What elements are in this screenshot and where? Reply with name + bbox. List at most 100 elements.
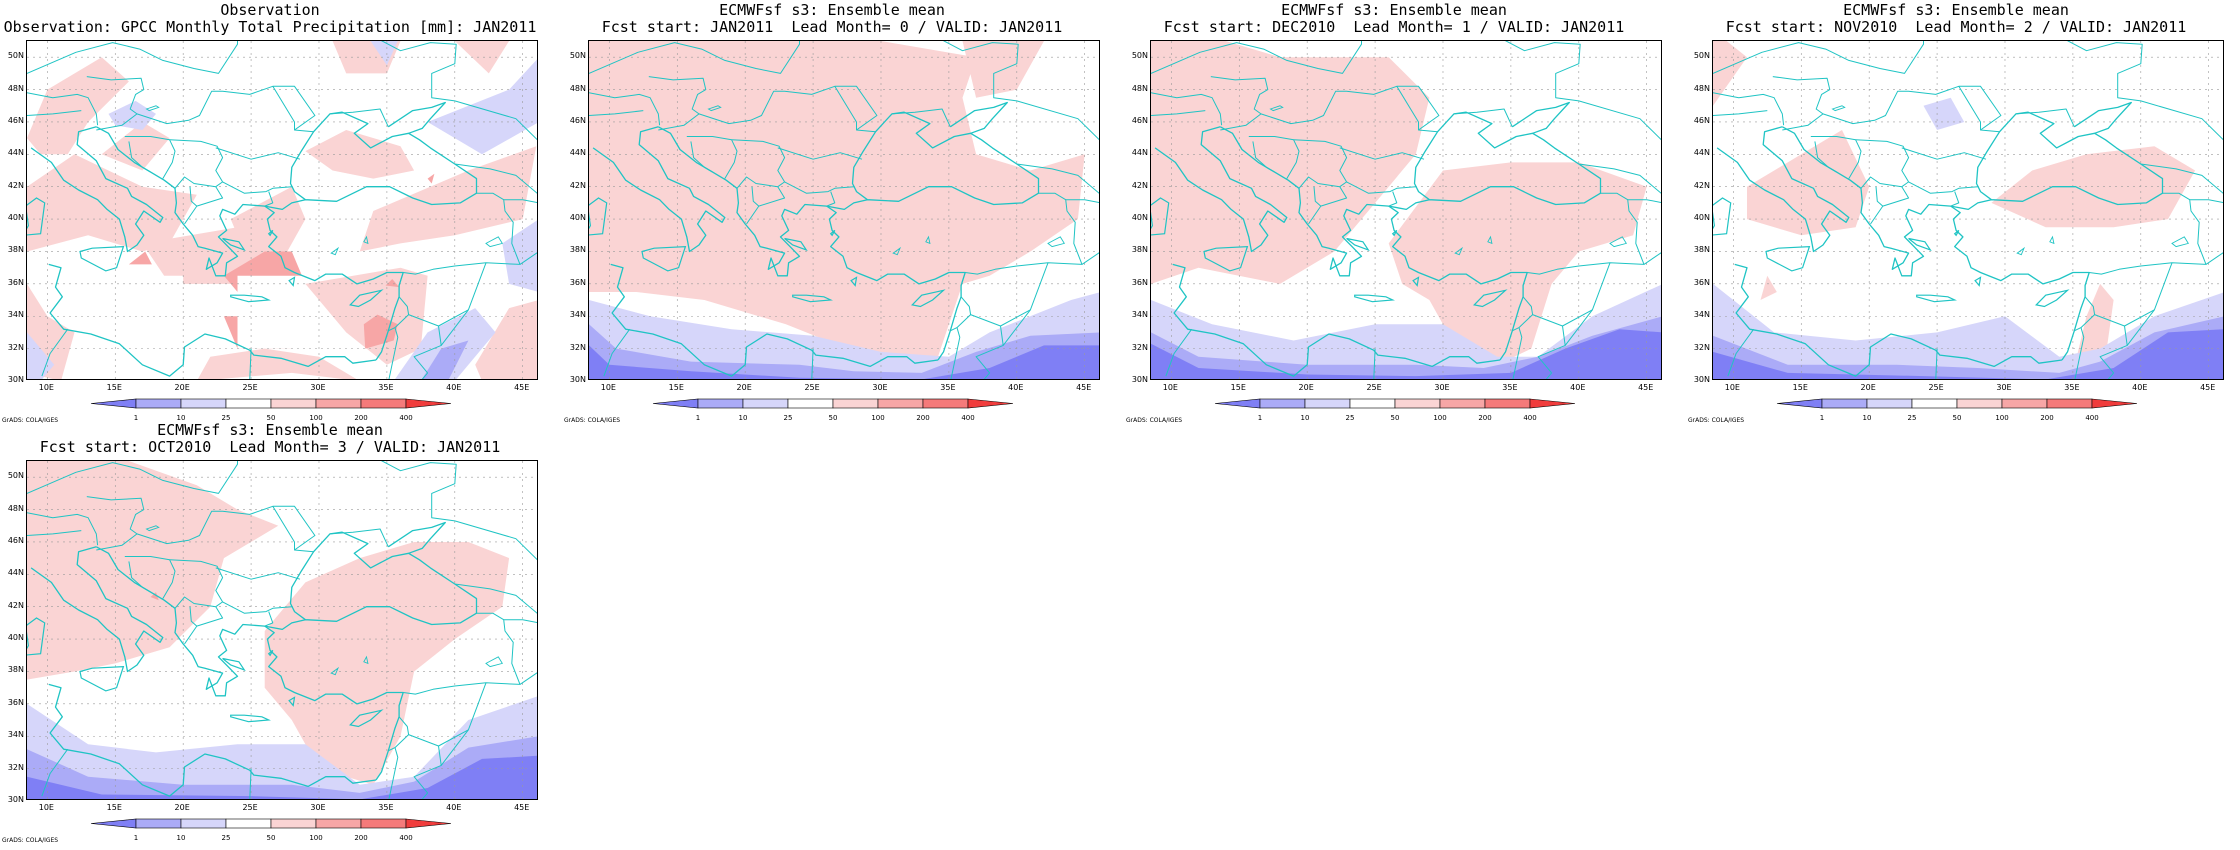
country-border — [96, 113, 138, 131]
country-border — [1373, 348, 1376, 379]
shade-region — [305, 130, 415, 179]
country-border — [440, 729, 469, 766]
shade-region — [363, 314, 398, 349]
country-border — [1505, 41, 1661, 141]
lon-tick-label: 40E — [1570, 383, 1586, 392]
country-border — [1220, 113, 1262, 131]
island-outline — [1765, 245, 1811, 272]
lat-tick-label: 32N — [1693, 342, 1710, 352]
shade-region — [385, 279, 400, 288]
country-border — [329, 528, 389, 548]
panel-title: ECMWFsf s3: Ensemble mean Fcst start: OCT… — [0, 422, 540, 456]
lat-tick-label: 38N — [7, 665, 24, 675]
lon-tick-label: 15E — [1230, 383, 1246, 392]
lon-tick-label: 25E — [1366, 383, 1382, 392]
country-border — [603, 328, 631, 377]
country-border — [454, 163, 537, 194]
precipitation-map — [27, 461, 537, 799]
country-border — [413, 745, 442, 799]
lon-tick-label: 10E — [600, 383, 616, 392]
grads-credit: GrADS: COLA/IGES — [564, 417, 621, 424]
coastline — [1388, 111, 1602, 211]
shade-region — [264, 542, 510, 785]
panel-title: ECMWFsf s3: Ensemble mean Fcst start: JAN… — [562, 2, 1102, 36]
lake-outline — [1269, 105, 1284, 112]
colorbar-segment — [832, 398, 879, 409]
lon-tick-label: 10E — [1724, 383, 1740, 392]
map-plot — [588, 40, 1100, 380]
lat-tick-label: 48N — [1693, 83, 1710, 93]
shade-region — [1151, 284, 1661, 379]
map-panel-obs: Observation Observation: GPCC Monthly Tot… — [0, 0, 540, 430]
colorbar-segment — [877, 398, 924, 409]
country-border — [128, 141, 151, 173]
lat-tick-label: 48N — [1131, 83, 1148, 93]
shade-region — [237, 275, 306, 349]
lat-tick-label: 50N — [7, 471, 24, 481]
lon-tick-label: 25E — [804, 383, 820, 392]
lat-tick-label: 50N — [569, 51, 586, 61]
panel-title: Observation Observation: GPCC Monthly Tot… — [0, 2, 540, 36]
country-border — [27, 530, 82, 536]
island-outline — [2034, 289, 2070, 308]
shade-region — [422, 340, 469, 379]
shade-region — [1760, 275, 1777, 300]
country-border — [184, 606, 198, 645]
lat-tick-label: 36N — [7, 697, 24, 707]
map-plot — [26, 460, 538, 800]
lon-tick-label: 40E — [1008, 383, 1024, 392]
coastline — [1781, 126, 2090, 361]
country-border — [1564, 309, 1593, 346]
country-border — [124, 556, 176, 599]
lon-tick-label: 45E — [1076, 383, 1092, 392]
lake-outline — [2049, 235, 2055, 245]
lon-tick-label: 20E — [1298, 383, 1314, 392]
colorbar-segment — [2091, 398, 2138, 409]
island-outline — [829, 229, 836, 237]
colorbar-segment — [1956, 398, 2003, 409]
lat-tick-label: 30N — [1693, 375, 1710, 384]
lake-outline — [330, 666, 340, 676]
country-border — [27, 92, 99, 126]
lat-tick-label: 48N — [7, 83, 24, 93]
country-border — [834, 86, 876, 133]
island-outline — [230, 714, 271, 723]
shade-region — [1388, 162, 1647, 365]
country-border — [503, 199, 537, 204]
shade-region — [1713, 329, 2223, 379]
lat-tick-label: 42N — [7, 180, 24, 190]
lon-tick-label: 15E — [106, 803, 122, 812]
coastline — [30, 126, 164, 253]
island-outline — [641, 245, 687, 272]
coastline — [95, 126, 404, 361]
lat-tick-label: 38N — [1131, 245, 1148, 255]
shade-region — [27, 57, 129, 155]
country-border — [1248, 136, 1300, 179]
lake-outline — [363, 655, 369, 665]
country-border — [686, 136, 738, 179]
country-border — [2099, 325, 2128, 379]
country-border — [96, 533, 138, 551]
colorbar-tick-label: 100 — [309, 834, 323, 842]
coastline — [657, 126, 966, 361]
map-panel-lead3: ECMWFsf s3: Ensemble mean Fcst start: OCT… — [0, 420, 540, 850]
country-border — [184, 186, 198, 225]
island-outline — [222, 237, 246, 252]
map-plot — [1712, 40, 2224, 380]
country-border — [1532, 262, 1611, 327]
island-outline — [1391, 229, 1398, 237]
lat-tick-label: 46N — [569, 115, 586, 125]
panel-title: ECMWFsf s3: Ensemble mean Fcst start: NOV… — [1686, 2, 2226, 36]
lake-outline — [892, 246, 902, 256]
country-border — [215, 147, 301, 160]
grads-credit: GrADS: COLA/IGES — [2, 417, 59, 424]
colorbar-segment — [787, 398, 834, 409]
shade-region — [1151, 329, 1661, 379]
country-border — [1713, 92, 1785, 126]
country-border — [777, 147, 863, 160]
panel-title-line-1: ECMWFsf s3: Ensemble mean — [1843, 1, 2069, 19]
colorbar-segment — [180, 818, 227, 829]
coastline — [48, 263, 377, 377]
lon-tick-label: 20E — [174, 383, 190, 392]
country-border — [2140, 163, 2223, 194]
